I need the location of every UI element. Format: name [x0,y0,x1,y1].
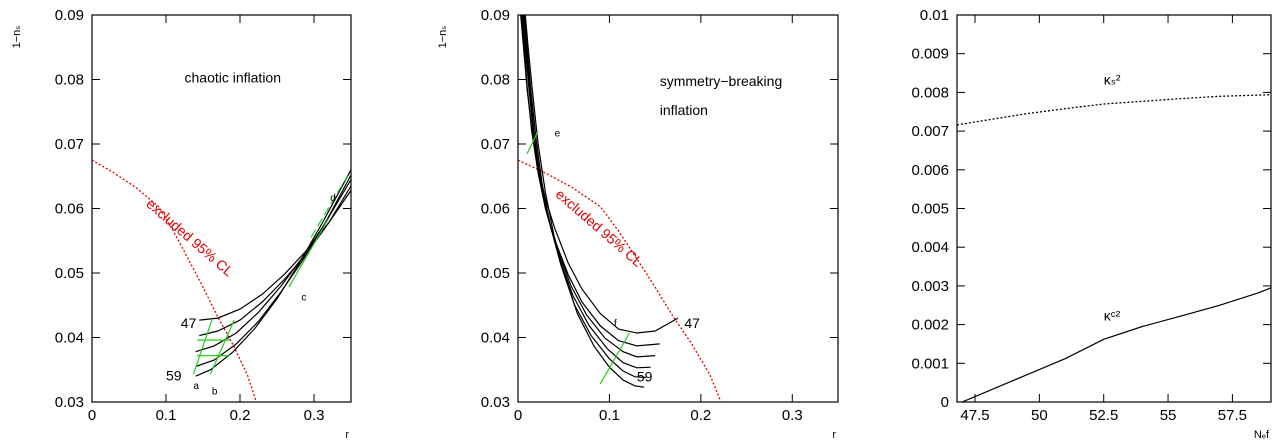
annotation-label: c [301,293,306,304]
y-tick-label: 0.009 [911,46,949,63]
annotation-label: 59 [166,368,182,384]
annotation-label: κᶜ² [1104,308,1121,324]
series-line-0 [518,159,722,402]
y-tick-label: 0.09 [55,7,84,24]
series-group [92,159,351,402]
panel-kappa-squared: 47.5 50 52.5 55 57.5 0 0.001 0.002 0.003 0.004 0.0… [911,7,1272,441]
series-line-0 [92,159,257,402]
y-tick-label: 0.003 [911,278,949,295]
series-line-9 [310,175,348,238]
x-tick-label: 52.5 [1089,407,1118,424]
series-line-1 [961,287,1271,402]
y-tick-label: 0 [941,394,949,411]
annotation-label: b [212,386,218,397]
x-axis-label: r [832,429,836,441]
series-line-7 [209,319,235,375]
y-tick-label: 0.04 [481,330,510,347]
series-group [518,15,722,402]
y-axis-label: 1−nₛ [437,26,449,49]
x-tick-label: 0.2 [230,407,251,424]
x-tick-label: 0.3 [304,407,325,424]
y-tick-label: 0.005 [911,201,949,218]
x-tick-label: 47.5 [960,407,989,424]
y-tick-label: 0.07 [55,136,84,153]
series-line-7 [526,130,539,154]
y-tick-label: 0.006 [911,162,949,179]
x-tick-label: 0.2 [690,407,711,424]
x-tick-label: 0.1 [599,407,620,424]
series-group [957,94,1271,402]
series-line-0 [957,94,1271,126]
y-tick-label: 0.05 [481,265,510,282]
y-tick-label: 0.04 [55,330,84,347]
y-axis-label: 1−nₛ [11,26,23,49]
y-tick-label: 0.03 [55,394,84,411]
y-tick-label: 0.03 [481,394,510,411]
x-axis-label: Nₑf [1254,429,1270,441]
annotation-label: e [555,128,561,139]
y-tick-label: 0.07 [481,136,510,153]
annotation-label: κₛ² [1104,72,1121,88]
panel-chaotic-inflation: 0 0.1 0.2 0.3 0.03 0.04 0.05 0.06 0.07 0.08 0.09 r 1… [11,7,352,441]
y-tick-label: 0.001 [911,355,949,372]
y-tick-label: 0.06 [481,201,510,218]
y-tick-label: 0.08 [55,72,84,89]
series-line-5 [523,15,647,379]
annotation-label: a [193,381,199,392]
series-line-2 [521,15,660,347]
x-tick-label: 57.5 [1218,407,1247,424]
series-line-2 [199,185,351,337]
x-tick-label: 55 [1160,407,1177,424]
y-tick-label: 0.09 [481,7,510,24]
y-tick-label: 0.008 [911,84,949,101]
annotation-label: f [614,319,617,330]
series-line-8 [288,217,330,288]
y-tick-label: 0.002 [911,317,949,334]
annotation-label: 59 [637,368,653,384]
x-axis-label: r [345,429,349,441]
annotation-label: symmetry−breaking [660,73,783,89]
series-line-6 [524,15,645,388]
x-tick-label: 0 [514,407,522,424]
x-tick-label: 50 [1031,407,1048,424]
series-line-6 [192,319,213,375]
y-tick-label: 0.004 [911,239,949,256]
y-tick-label: 0.05 [55,265,84,282]
x-tick-label: 0 [88,407,96,424]
x-tick-label: 0.1 [156,407,177,424]
annotation-label: 47 [684,315,700,331]
y-tick-label: 0.007 [911,123,949,140]
annotation-label: inflation [660,102,708,118]
series-line-8 [599,332,631,385]
panel-symmetry-breaking-inflation: 0 0.1 0.2 0.3 0.03 0.04 0.05 0.06 0.07 0.08 0.09 r 1… [437,7,839,441]
y-tick-label: 0.01 [920,7,949,24]
annotation-label: 47 [181,315,197,331]
annotation-label: d [330,193,336,204]
series-line-1 [520,15,679,334]
y-tick-label: 0.06 [55,201,84,218]
annotation-label: chaotic inflation [185,70,282,86]
x-tick-label: 0.3 [782,407,803,424]
annotation-label: excluded 95% CL [143,195,236,279]
y-tick-label: 0.08 [481,72,510,89]
